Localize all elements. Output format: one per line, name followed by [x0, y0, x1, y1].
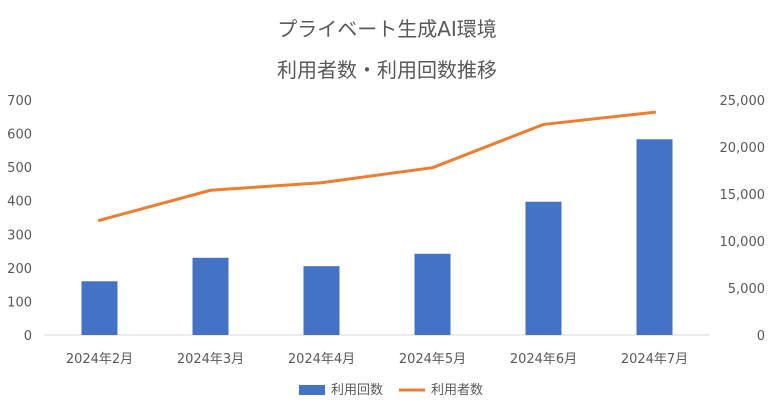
line-point	[542, 122, 545, 126]
right-tick-label: 15,000	[720, 188, 766, 203]
line-point	[98, 218, 101, 222]
left-y-axis: 0 100 200 300 400 500 600 700	[7, 94, 32, 344]
x-tick-label: 2024年7月	[621, 352, 688, 367]
chart-title: プライベート生成AI環境	[277, 17, 497, 41]
right-tick-label: 25,000	[720, 94, 766, 109]
bar	[303, 266, 340, 335]
left-tick-label: 100	[7, 295, 32, 310]
bar	[636, 139, 673, 335]
right-tick-label: 5,000	[728, 282, 765, 297]
right-tick-label: 10,000	[720, 235, 766, 250]
bar-series-usage-count	[81, 139, 673, 335]
line-point	[431, 166, 434, 170]
left-tick-label: 300	[7, 228, 32, 243]
left-tick-label: 400	[7, 195, 32, 210]
x-axis: 2024年2月 2024年3月 2024年4月 2024年5月 2024年6月 2024年…	[44, 334, 710, 367]
x-tick-label: 2024年2月	[66, 352, 133, 367]
bar	[81, 281, 118, 335]
x-tick-label: 2024年6月	[510, 352, 577, 367]
right-tick-label: 20,000	[720, 141, 766, 156]
legend-swatch-usage-count	[299, 385, 325, 395]
right-tick-label: 0	[757, 329, 765, 344]
left-tick-label: 700	[7, 94, 32, 109]
x-tick-label: 2024年3月	[177, 352, 244, 367]
x-tick-label: 2024年4月	[288, 352, 355, 367]
bar	[192, 257, 229, 335]
line-series-user-count	[98, 110, 656, 222]
left-tick-label: 200	[7, 262, 32, 277]
legend-label-user-count: 利用者数	[431, 383, 483, 398]
bar	[525, 201, 562, 335]
left-tick-label: 600	[7, 128, 32, 143]
line-point	[653, 110, 656, 114]
left-tick-label: 0	[24, 329, 32, 344]
line-path	[98, 110, 656, 222]
line-point	[209, 188, 212, 192]
left-tick-label: 500	[7, 161, 32, 176]
x-tick-label: 2024年5月	[399, 352, 466, 367]
chart-subtitle: 利用者数・利用回数推移	[277, 58, 497, 82]
bar	[414, 253, 451, 335]
legend: 利用回数 利用者数	[299, 383, 483, 398]
right-y-axis: 0 5,000 10,000 15,000 20,000 25,000	[720, 94, 766, 344]
legend-label-usage-count: 利用回数	[331, 383, 383, 398]
line-point	[320, 181, 323, 185]
